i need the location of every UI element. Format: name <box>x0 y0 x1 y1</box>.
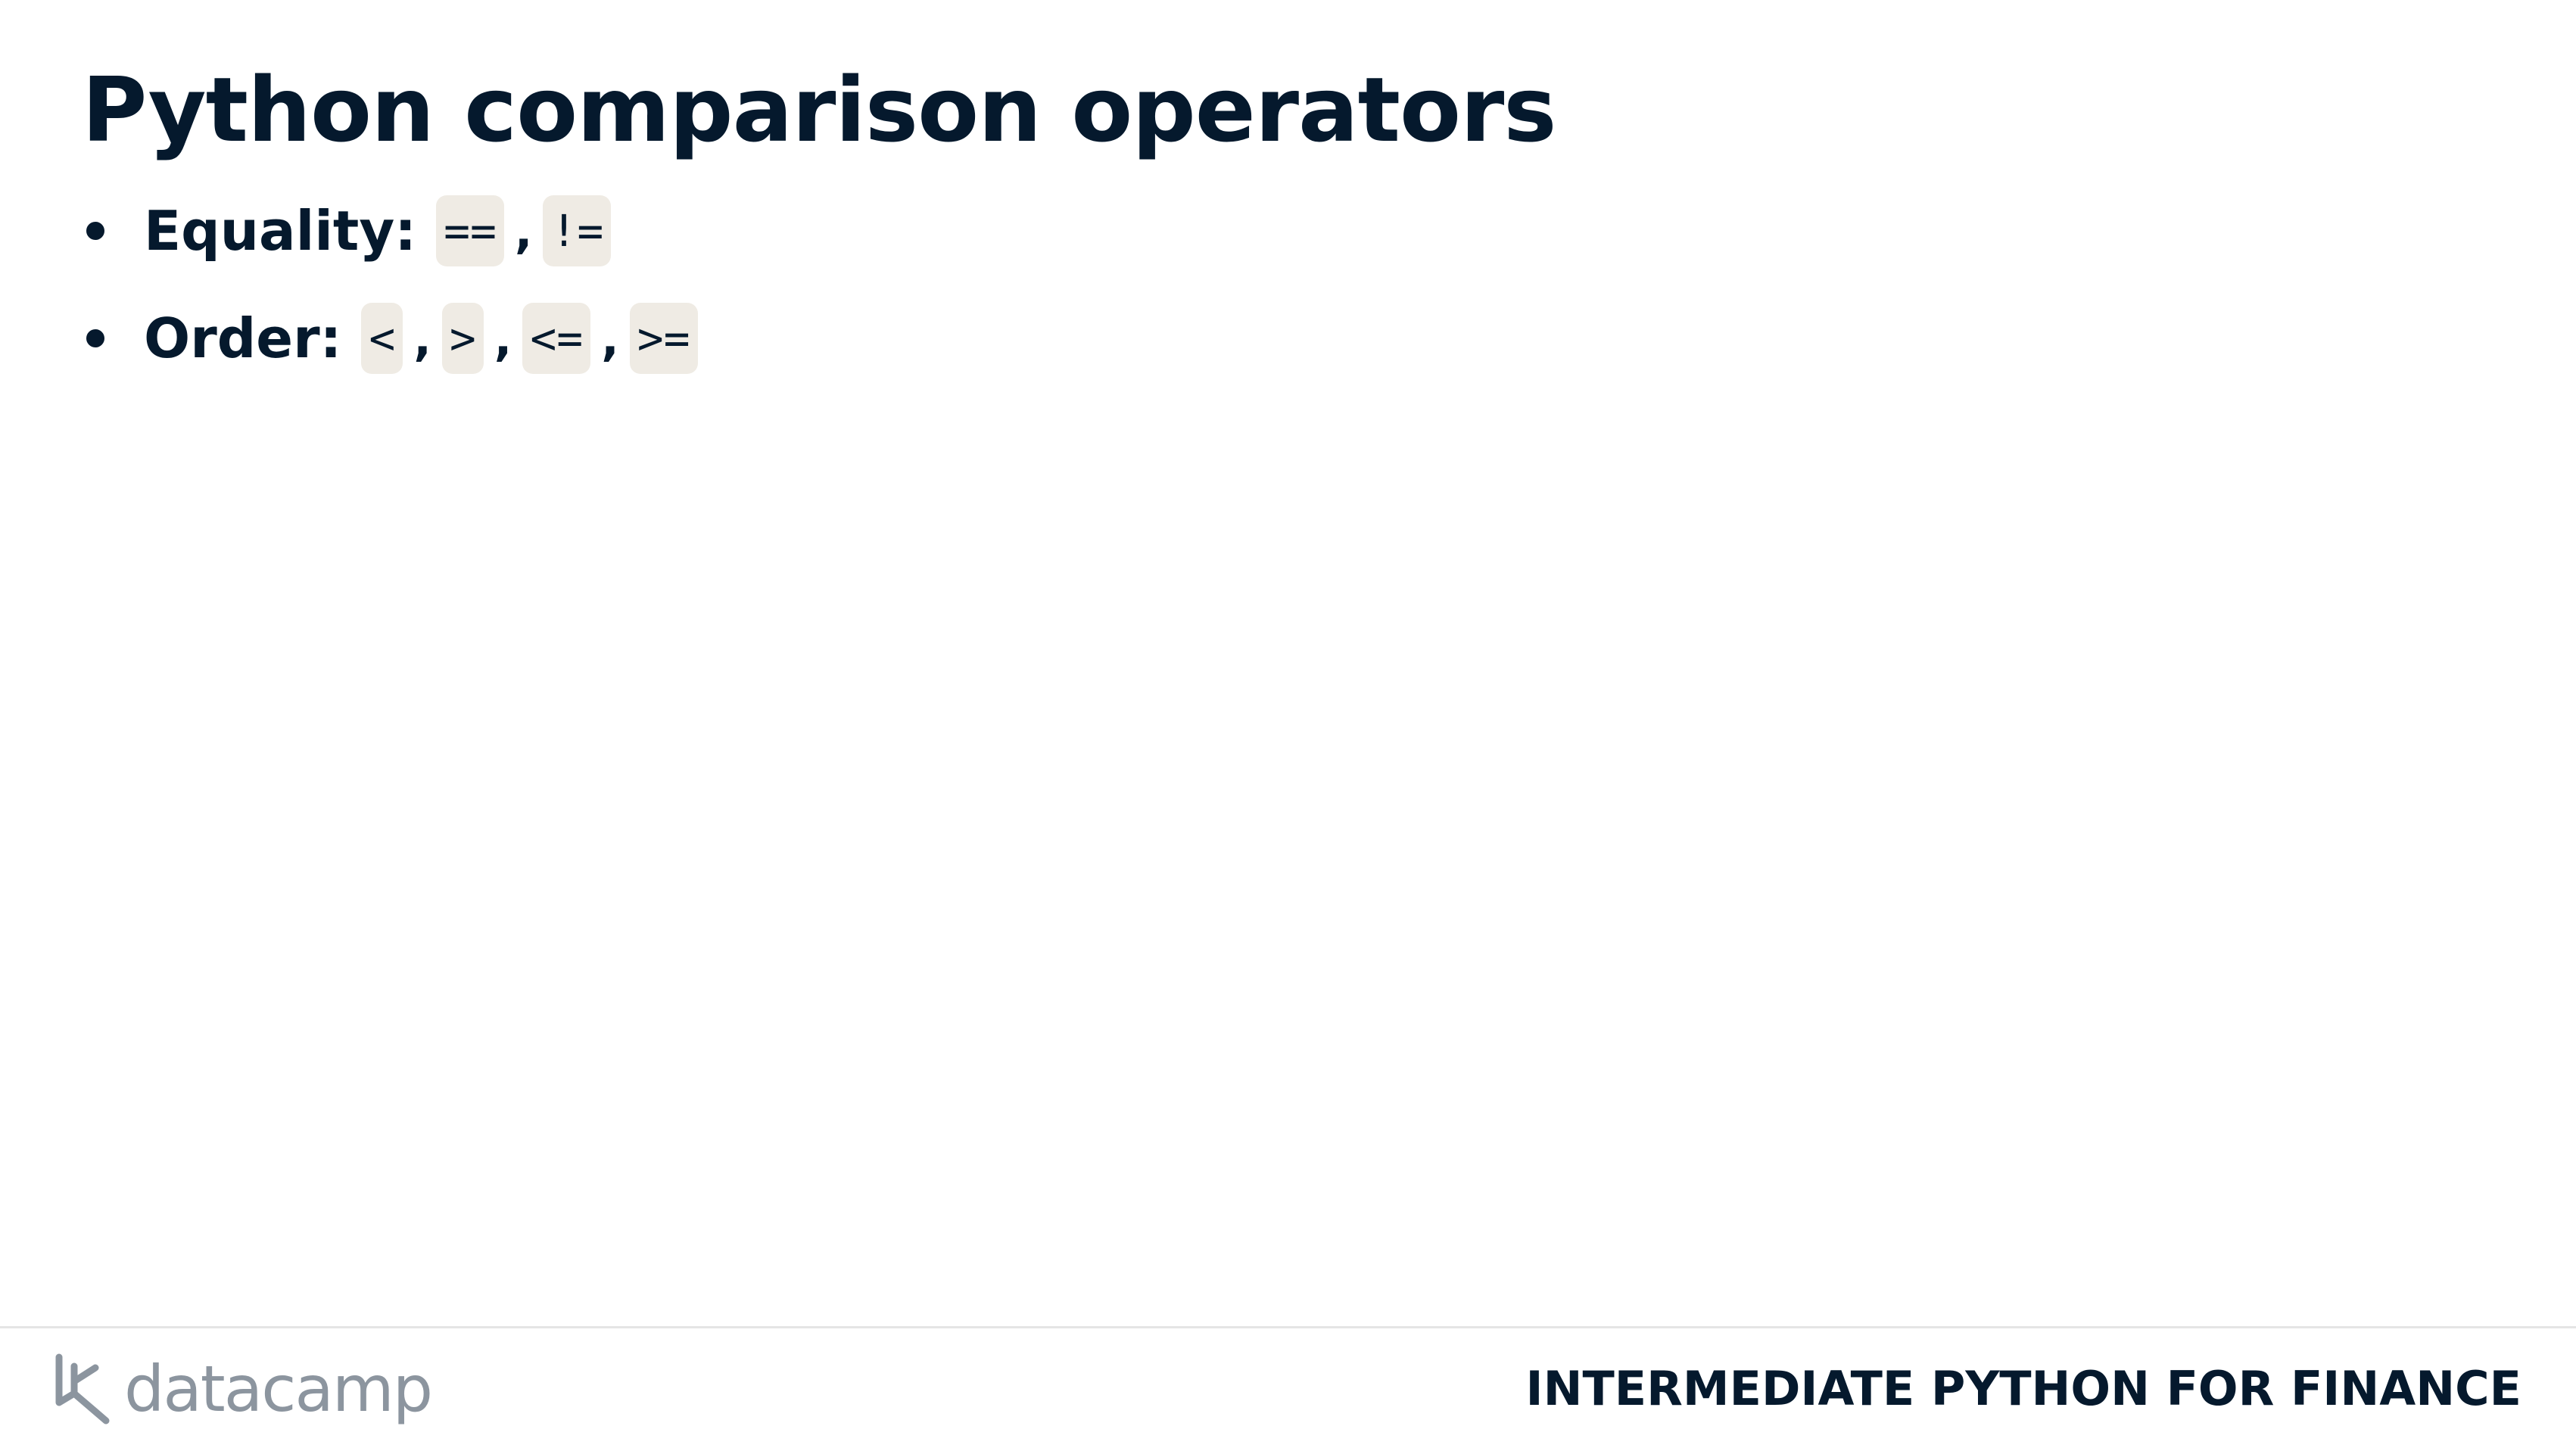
separator: , <box>494 310 512 366</box>
operator-code: == <box>436 195 504 266</box>
bullet-label: Equality: <box>144 199 417 263</box>
datacamp-logo: datacamp <box>53 1347 433 1431</box>
course-name: INTERMEDIATE PYTHON FOR FINANCE <box>1525 1361 2521 1416</box>
separator: , <box>514 203 533 259</box>
operator-code: <= <box>522 303 591 374</box>
bullet-dot-icon <box>86 222 104 240</box>
bullet-order: Order: < , > , <= , >= <box>82 300 698 376</box>
bullet-equality: Equality: == , != <box>82 193 698 269</box>
datacamp-logo-icon <box>55 1353 110 1425</box>
operator-code: < <box>361 303 403 374</box>
bullet-dot-icon <box>86 329 104 347</box>
slide-title: Python comparison operators <box>82 58 1557 162</box>
operator-code: != <box>543 195 612 266</box>
separator: , <box>601 310 619 366</box>
operator-code: >= <box>629 303 698 374</box>
bullet-list: Equality: == , != Order: < , > , <= , >= <box>82 193 698 408</box>
logo-text: datacamp <box>124 1352 433 1426</box>
bullet-label: Order: <box>144 307 342 370</box>
operator-code: > <box>441 303 484 374</box>
footer-divider <box>0 1326 2576 1328</box>
separator: , <box>413 310 431 366</box>
